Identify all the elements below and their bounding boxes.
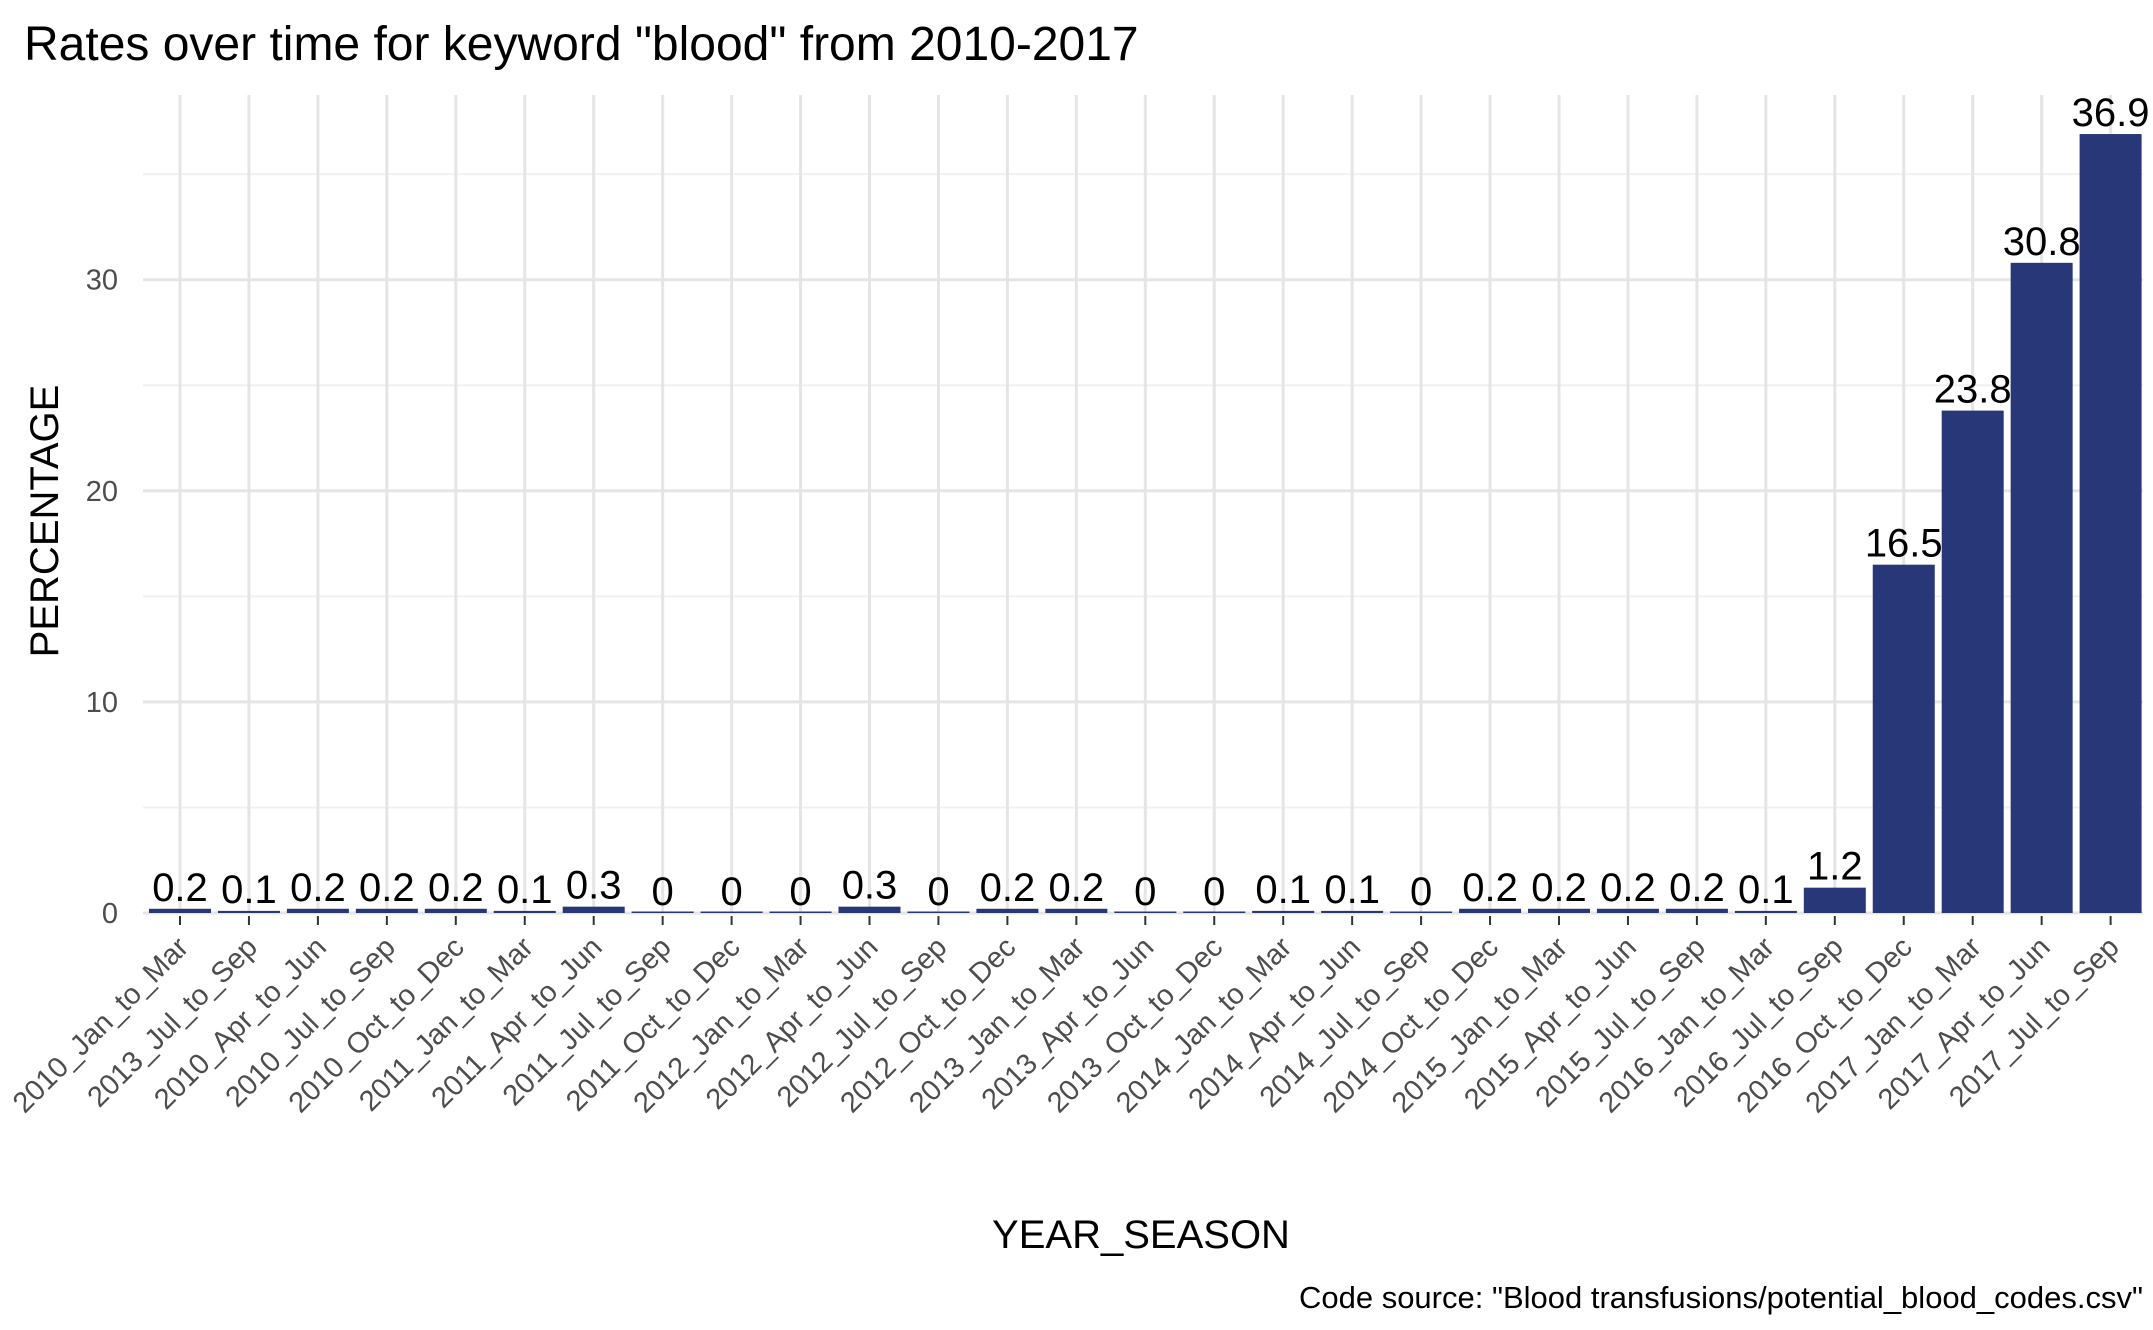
bar-value-label: 0.2	[290, 866, 346, 910]
x-axis-title: YEAR_SEASON	[992, 1213, 1290, 1257]
bar	[493, 910, 556, 913]
bar	[1459, 908, 1522, 913]
bar	[1803, 887, 1866, 913]
bar-value-label: 16.5	[1865, 522, 1943, 566]
bar-value-label: 0.1	[221, 868, 277, 912]
grid-lines	[143, 95, 2143, 915]
bar-value-label: 0	[720, 870, 742, 914]
chart-title: Rates over time for keyword "blood" from…	[24, 18, 1139, 71]
bar-value-label: 0.1	[1255, 868, 1311, 912]
bar	[1183, 911, 1246, 913]
bar-value-label: 0.2	[980, 866, 1036, 910]
y-tick-label: 0	[102, 898, 118, 930]
bar-value-label: 0	[927, 870, 949, 914]
data-labels: 0.2 0.1 0.2 0.2 0.2 0.1 0.3 0 0 0 0.3 0 0.2 0.2 0 0 0.1 0…	[152, 91, 2149, 914]
bar	[1941, 410, 2004, 913]
bar-value-label: 30.8	[2003, 220, 2081, 264]
y-axis-title: PERCENTAGE	[23, 385, 67, 658]
bar-value-label: 0	[789, 870, 811, 914]
bar	[1872, 564, 1935, 913]
bar	[631, 911, 694, 913]
bar	[2079, 134, 2142, 913]
bar-value-label: 0.2	[1669, 866, 1725, 910]
bar-value-label: 0.3	[842, 864, 898, 908]
bar-value-label: 0.1	[1738, 868, 1794, 912]
bar-value-label: 0.3	[566, 864, 622, 908]
bar	[562, 906, 625, 913]
bar-value-label: 0	[1410, 870, 1432, 914]
bar-value-label: 0.2	[1462, 866, 1518, 910]
bar	[907, 911, 970, 913]
bar	[217, 910, 280, 913]
bar	[1114, 911, 1177, 913]
y-tick-label: 30	[86, 265, 118, 297]
y-tick-label: 20	[86, 476, 118, 508]
bar-value-label: 0.1	[1324, 868, 1380, 912]
bar-value-label: 0.1	[497, 868, 553, 912]
bar	[355, 908, 418, 913]
bar	[1734, 910, 1797, 913]
bar	[1252, 910, 1315, 913]
bar	[2010, 262, 2073, 914]
y-axis-ticks: 0 10 20 30	[86, 265, 118, 930]
bar	[1321, 910, 1384, 913]
bar	[286, 908, 349, 913]
bars	[149, 134, 2142, 914]
bar-value-label: 0.2	[359, 866, 415, 910]
x-axis-ticks: 2010_Jan_to_Mar2013_Jul_to_Sep2010_Apr_t…	[7, 916, 2126, 1119]
bar	[700, 911, 763, 913]
bar	[976, 908, 1039, 913]
bar	[1665, 908, 1728, 913]
bar	[769, 911, 832, 913]
bar-value-label: 0.2	[1600, 866, 1656, 910]
bar-value-label: 0.2	[1049, 866, 1105, 910]
bar	[1045, 908, 1108, 913]
bar-value-label: 0	[1134, 870, 1156, 914]
bar-value-label: 0	[652, 870, 674, 914]
bar-value-label: 0.2	[152, 866, 208, 910]
bar	[1528, 908, 1590, 913]
bar-value-label: 0.2	[1531, 866, 1587, 910]
bar	[149, 908, 211, 913]
bar-value-label: 23.8	[1934, 368, 2012, 412]
y-tick-label: 10	[86, 687, 118, 719]
bar-value-label: 36.9	[2072, 91, 2150, 135]
bar-value-label: 1.2	[1807, 845, 1863, 889]
chart-caption: Code source: "Blood transfusions/potenti…	[1299, 1280, 2143, 1315]
bar	[1390, 911, 1453, 913]
bar-value-label: 0	[1203, 870, 1225, 914]
bar	[424, 908, 487, 913]
bar-value-label: 0.2	[428, 866, 484, 910]
bar	[1596, 908, 1659, 913]
bar	[838, 906, 901, 913]
